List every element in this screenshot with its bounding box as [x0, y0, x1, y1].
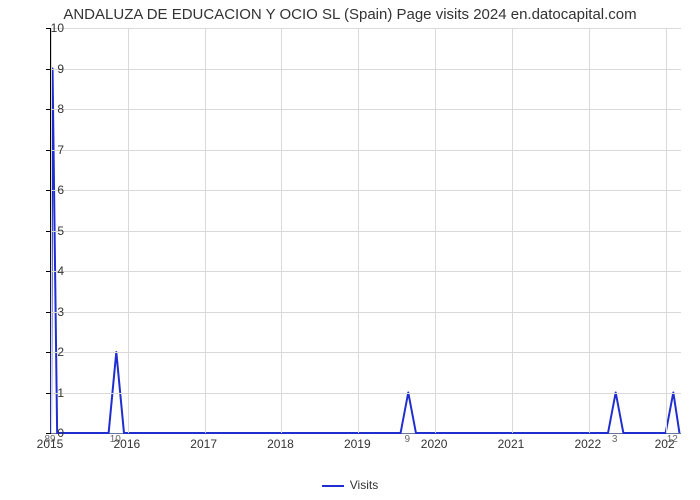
gridline-h	[51, 190, 681, 191]
gridline-h	[51, 109, 681, 110]
gridline-v	[666, 28, 667, 433]
gridline-h	[51, 393, 681, 394]
gridline-v	[128, 28, 129, 433]
gridline-h	[51, 312, 681, 313]
y-axis-label: 1	[34, 386, 64, 400]
gridline-h	[51, 150, 681, 151]
x-axis-label: 2018	[267, 437, 294, 451]
legend-label: Visits	[350, 478, 378, 492]
x-axis-label: 2020	[421, 437, 448, 451]
gridline-v	[435, 28, 436, 433]
y-axis-label: 5	[34, 224, 64, 238]
x-value-marker: 89	[44, 434, 55, 445]
gridline-h	[51, 69, 681, 70]
legend-swatch	[322, 485, 344, 487]
gridline-h	[51, 28, 681, 29]
x-axis-label: 2022	[574, 437, 601, 451]
y-axis-label: 10	[34, 21, 64, 35]
x-axis-label: 2021	[498, 437, 525, 451]
plot-area	[50, 28, 681, 434]
gridline-h	[51, 231, 681, 232]
x-value-marker: 12	[667, 434, 678, 445]
y-axis-label: 6	[34, 183, 64, 197]
x-axis-label: 2019	[344, 437, 371, 451]
gridline-h	[51, 271, 681, 272]
y-axis-label: 3	[34, 305, 64, 319]
x-value-marker: 10	[110, 434, 121, 445]
gridline-v	[358, 28, 359, 433]
gridline-v	[205, 28, 206, 433]
y-axis-label: 9	[34, 62, 64, 76]
y-axis-label: 4	[34, 264, 64, 278]
legend: Visits	[0, 478, 700, 492]
gridline-h	[51, 352, 681, 353]
chart-title: ANDALUZA DE EDUCACION Y OCIO SL (Spain) …	[0, 6, 700, 23]
gridline-v	[281, 28, 282, 433]
y-axis-label: 7	[34, 143, 64, 157]
x-value-marker: 9	[404, 434, 410, 445]
x-value-marker: 3	[612, 434, 618, 445]
gridline-v	[512, 28, 513, 433]
y-axis-label: 2	[34, 345, 64, 359]
chart-container: ANDALUZA DE EDUCACION Y OCIO SL (Spain) …	[0, 0, 700, 500]
y-axis-label: 8	[34, 102, 64, 116]
gridline-v	[589, 28, 590, 433]
x-axis-label: 2017	[190, 437, 217, 451]
